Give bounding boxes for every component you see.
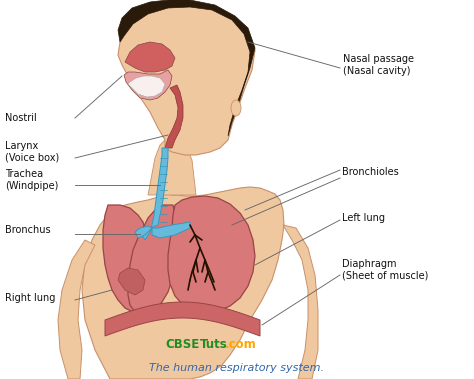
Polygon shape: [165, 85, 183, 148]
Polygon shape: [152, 222, 190, 238]
Polygon shape: [283, 225, 318, 379]
Polygon shape: [125, 42, 175, 72]
Polygon shape: [128, 76, 165, 97]
Text: Right lung: Right lung: [5, 293, 55, 303]
Text: Nostril: Nostril: [5, 113, 37, 123]
Polygon shape: [140, 148, 168, 240]
Polygon shape: [82, 187, 284, 379]
Polygon shape: [135, 226, 152, 238]
Polygon shape: [103, 205, 150, 313]
Text: Tuts: Tuts: [200, 338, 228, 351]
Text: Diaphragm
(Sheet of muscle): Diaphragm (Sheet of muscle): [342, 259, 428, 281]
Ellipse shape: [231, 100, 241, 116]
Polygon shape: [58, 240, 95, 379]
Polygon shape: [105, 302, 260, 336]
Text: Bronchus: Bronchus: [5, 225, 51, 235]
Polygon shape: [148, 138, 196, 195]
Text: The human respiratory system.: The human respiratory system.: [149, 363, 325, 373]
Text: Bronchioles: Bronchioles: [342, 167, 399, 177]
Polygon shape: [118, 0, 255, 136]
Text: Nasal passage
(Nasal cavity): Nasal passage (Nasal cavity): [343, 54, 414, 76]
Text: Left lung: Left lung: [342, 213, 385, 223]
Polygon shape: [168, 196, 255, 313]
Polygon shape: [124, 70, 172, 100]
Text: Trachea
(Windpipe): Trachea (Windpipe): [5, 169, 58, 191]
Polygon shape: [128, 205, 178, 315]
Text: .com: .com: [225, 338, 257, 351]
Polygon shape: [118, 268, 145, 295]
Text: Larynx
(Voice box): Larynx (Voice box): [5, 141, 59, 163]
Text: CBSE: CBSE: [165, 338, 199, 351]
Polygon shape: [118, 5, 255, 155]
